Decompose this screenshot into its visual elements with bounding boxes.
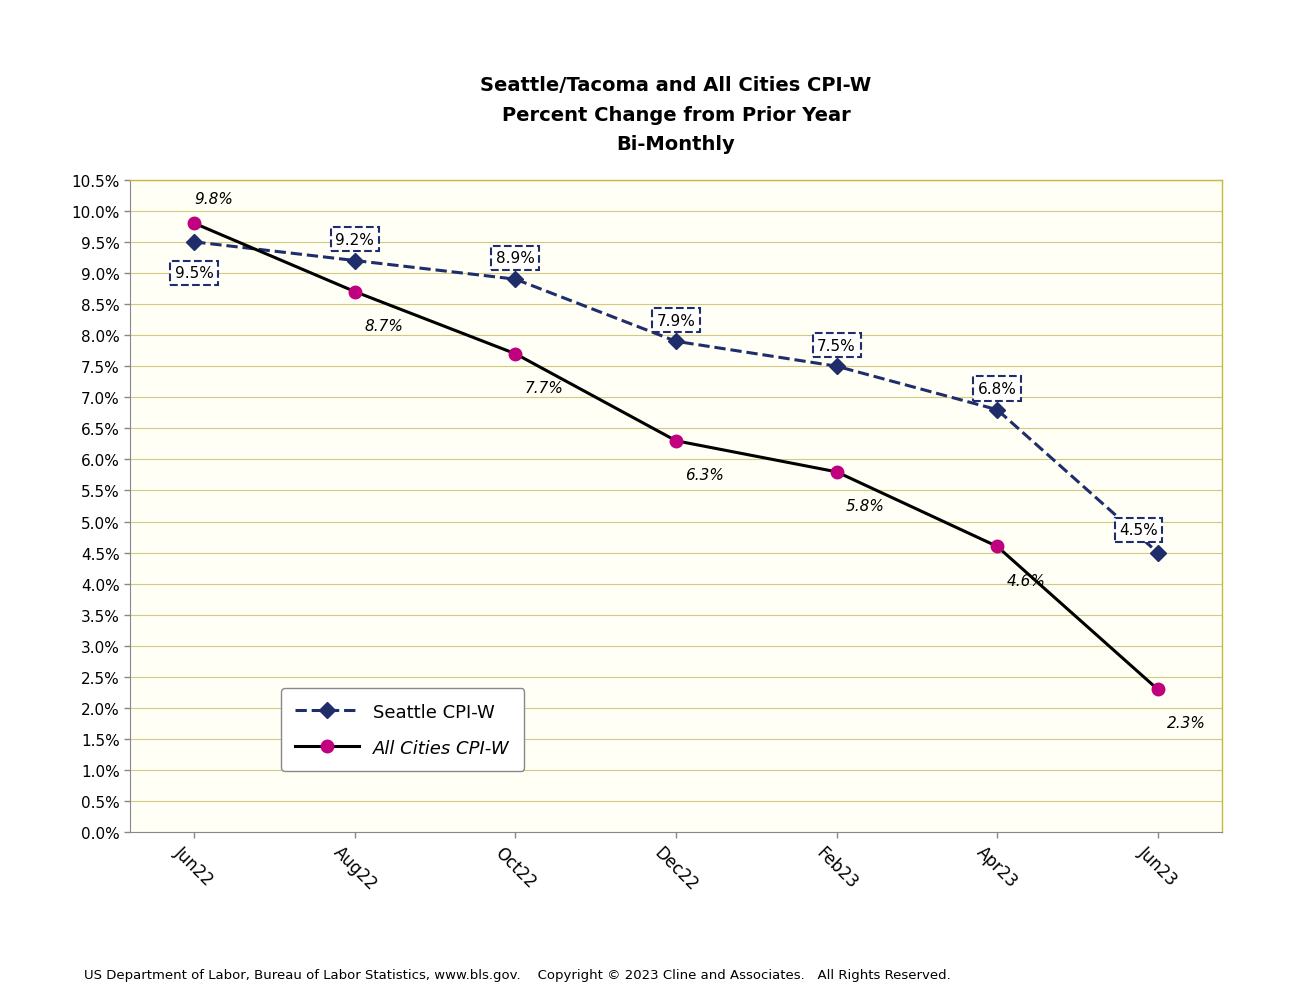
Text: 6.3%: 6.3%	[685, 467, 724, 482]
Text: 2.3%: 2.3%	[1167, 716, 1206, 731]
Text: 6.8%: 6.8%	[978, 381, 1017, 396]
Text: 7.9%: 7.9%	[656, 313, 696, 328]
Text: 9.5%: 9.5%	[174, 266, 213, 281]
Text: 7.5%: 7.5%	[818, 338, 855, 353]
Text: 4.5%: 4.5%	[1119, 523, 1158, 538]
Text: US Department of Labor, Bureau of Labor Statistics, www.bls.gov.    Copyright © : US Department of Labor, Bureau of Labor …	[84, 968, 952, 981]
Text: 8.7%: 8.7%	[364, 318, 403, 333]
Text: 7.7%: 7.7%	[525, 380, 564, 395]
Title: Seattle/Tacoma and All Cities CPI-W
Percent Change from Prior Year
Bi-Monthly: Seattle/Tacoma and All Cities CPI-W Perc…	[481, 76, 871, 154]
Text: 8.9%: 8.9%	[497, 251, 534, 266]
Text: 9.8%: 9.8%	[194, 192, 233, 207]
Text: 9.2%: 9.2%	[335, 233, 374, 248]
Text: 4.6%: 4.6%	[1006, 573, 1045, 588]
Legend: Seattle CPI-W, All Cities CPI-W: Seattle CPI-W, All Cities CPI-W	[281, 688, 524, 771]
Text: 5.8%: 5.8%	[846, 498, 885, 514]
